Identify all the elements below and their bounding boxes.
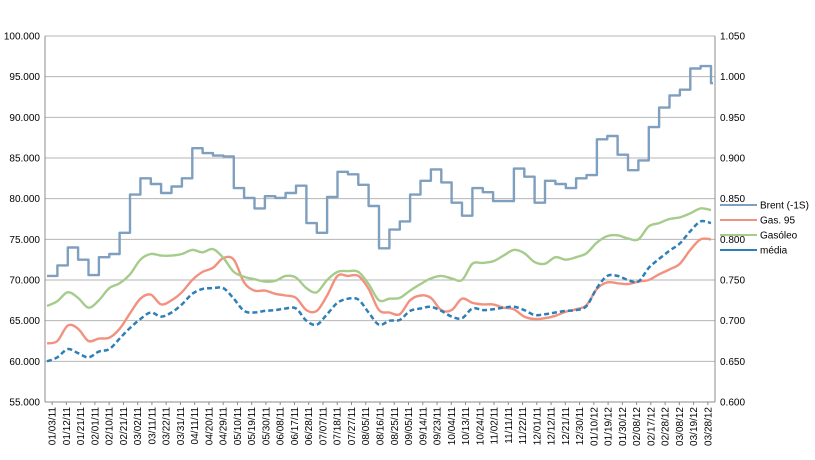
x-tick-label: 06/08/11 <box>276 407 287 446</box>
x-tick-label: 02/28/12 <box>661 407 672 446</box>
x-tick-label: 03/08/12 <box>675 407 686 446</box>
x-tick-label: 11/11/11 <box>504 407 515 444</box>
x-tick-label: 08/25/11 <box>390 407 401 446</box>
x-tick-label: 06/17/11 <box>290 407 301 446</box>
y-axis-right-tick-labels: 0.600 0.650 0.700 0.750 0.800 0.850 0.900 0.950… <box>720 32 745 409</box>
y-left-tick-label: 55.000 <box>9 398 40 409</box>
legend-label: média <box>760 246 788 257</box>
y-right-tick-label: 1.000 <box>720 72 745 83</box>
x-tick-label: 10/04/11 <box>447 407 458 446</box>
x-tick-label: 02/08/12 <box>632 407 643 446</box>
x-tick-label: 03/02/11 <box>133 407 144 446</box>
x-tick-label: 01/12/11 <box>62 407 73 446</box>
x-tick-label: 09/23/11 <box>433 407 444 446</box>
series-line-gas-95 <box>46 237 712 345</box>
y-right-tick-label: 0.900 <box>720 154 745 165</box>
y-left-tick-label: 75.000 <box>9 235 40 246</box>
x-tick-label: 03/22/11 <box>162 407 173 446</box>
y-right-tick-label: 0.850 <box>720 194 745 205</box>
series-line-gas-leo <box>46 207 712 309</box>
y-right-tick-label: 0.950 <box>720 113 745 124</box>
x-tick-label: 07/27/11 <box>347 407 358 446</box>
x-tick-label: 03/11/11 <box>147 407 158 445</box>
x-tick-label: 08/05/11 <box>361 407 372 446</box>
y-right-tick-label: 0.750 <box>720 276 745 287</box>
legend: Brent (-1S) Gas. 95 Gasóleo média <box>720 201 809 257</box>
x-tick-label: 05/19/11 <box>247 407 258 446</box>
x-tick-label: 01/19/12 <box>604 407 615 446</box>
legend-label: Brent (-1S) <box>760 201 809 212</box>
x-tick-label: 12/01/11 <box>532 407 543 446</box>
x-tick-label: 12/30/11 <box>575 407 586 446</box>
x-tick-label: 10/13/11 <box>461 407 472 446</box>
x-tick-label: 11/02/11 <box>490 407 501 445</box>
x-tick-label: 02/01/11 <box>90 407 101 446</box>
x-tick-label: 07/07/11 <box>318 407 329 446</box>
x-tick-label: 11/22/11 <box>518 407 529 445</box>
y-right-tick-label: 0.600 <box>720 398 745 409</box>
x-tick-label: 09/05/11 <box>404 407 415 446</box>
y-left-tick-label: 90.000 <box>9 113 40 124</box>
x-tick-label: 08/16/11 <box>376 407 387 446</box>
x-tick-label: 03/28/12 <box>703 407 714 446</box>
y-left-tick-label: 65.000 <box>9 316 40 327</box>
x-tick-label: 05/30/11 <box>261 407 272 446</box>
y-right-tick-label: 0.800 <box>720 235 745 246</box>
y-right-tick-label: 0.700 <box>720 316 745 327</box>
y-left-tick-label: 60.000 <box>9 357 40 368</box>
x-tick-label: 02/21/11 <box>119 407 130 446</box>
x-tick-label: 01/10/12 <box>589 407 600 446</box>
x-tick-label: 10/24/11 <box>475 407 486 446</box>
x-tick-label: 03/31/11 <box>176 407 187 446</box>
x-tick-label: 04/11/11 <box>190 407 201 445</box>
x-tick-label: 12/12/11 <box>547 407 558 446</box>
x-tick-label: 02/10/11 <box>105 407 116 446</box>
y-left-tick-label: 100.000 <box>4 32 41 43</box>
series-lines <box>46 64 713 363</box>
legend-label: Gas. 95 <box>760 216 795 227</box>
x-tick-label: 04/29/11 <box>219 407 230 446</box>
x-tick-label: 06/28/11 <box>304 407 315 446</box>
y-right-tick-label: 1.050 <box>720 32 745 43</box>
y-left-tick-label: 85.000 <box>9 154 40 165</box>
y-left-tick-label: 95.000 <box>9 72 40 83</box>
x-axis-tick-labels: 01/03/11 01/12/11 01/21/11 02/01/11 02/10/11… <box>48 402 714 446</box>
x-tick-label: 01/21/11 <box>76 407 87 446</box>
series-line-brent-1s- <box>47 64 713 278</box>
legend-label: Gasóleo <box>760 231 798 242</box>
y-left-tick-label: 70.000 <box>9 276 40 287</box>
x-tick-label: 03/19/12 <box>689 407 700 446</box>
x-tick-label: 02/17/12 <box>646 407 657 446</box>
x-tick-label: 05/10/11 <box>233 407 244 446</box>
x-tick-label: 12/21/11 <box>561 407 572 446</box>
x-tick-label: 09/14/11 <box>418 407 429 446</box>
x-tick-label: 07/18/11 <box>333 407 344 446</box>
y-axis-left-tick-labels: 55.000 60.000 65.000 70.000 75.000 80.000 85.0… <box>4 32 41 409</box>
x-tick-label: 01/30/12 <box>618 407 629 446</box>
x-tick-label: 04/20/11 <box>204 407 215 446</box>
y-left-tick-label: 80.000 <box>9 194 40 205</box>
series-line-m-dia <box>46 219 712 363</box>
y-right-tick-label: 0.650 <box>720 357 745 368</box>
x-tick-label: 01/03/11 <box>48 407 59 446</box>
